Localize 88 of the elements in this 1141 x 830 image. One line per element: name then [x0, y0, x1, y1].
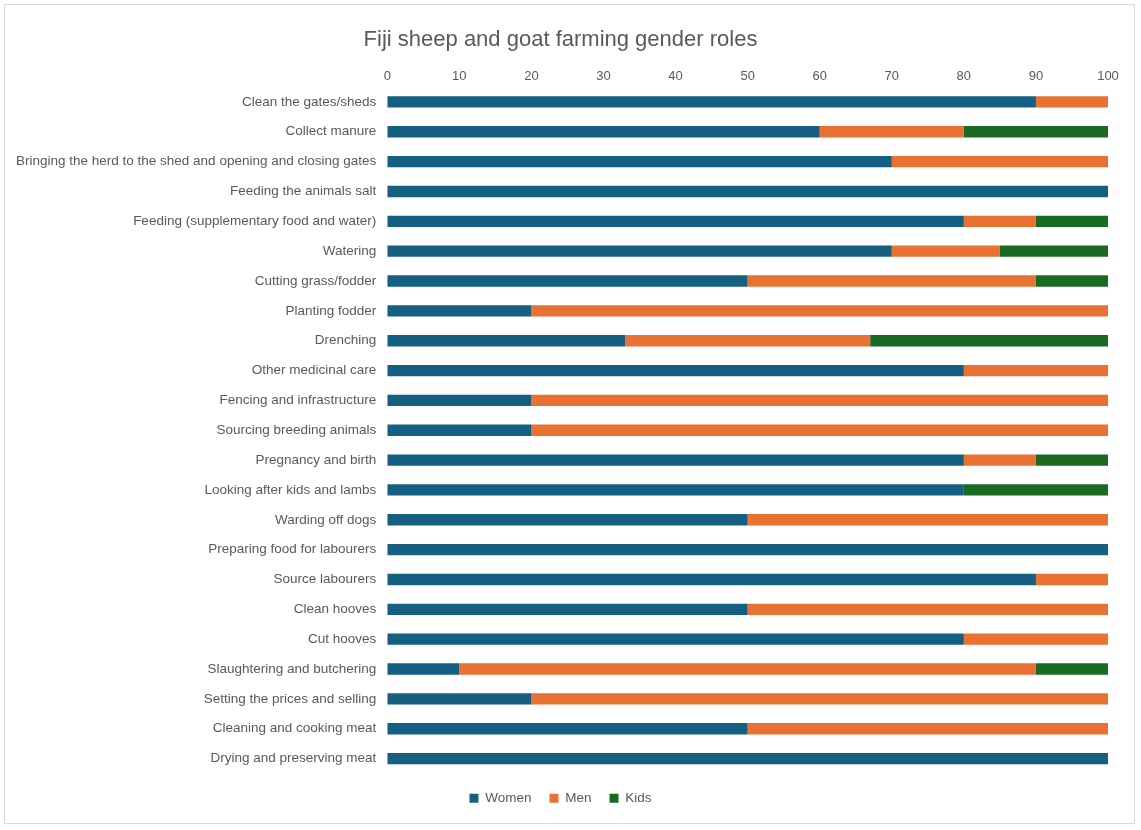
bar — [963, 633, 1108, 645]
bar — [387, 215, 964, 227]
y-tick-label: Source labourers — [273, 571, 377, 587]
y-tick-label: Planting fodder — [285, 302, 377, 318]
y-tick-label: Feeding (supplementary food and water) — [133, 213, 377, 229]
bar — [963, 454, 1036, 466]
bar — [387, 245, 892, 257]
bar — [387, 96, 1036, 108]
bar — [387, 126, 820, 138]
bar — [387, 573, 1036, 586]
x-tick-label: 60 — [812, 67, 827, 83]
bar — [747, 275, 1036, 287]
bar — [531, 305, 1108, 317]
y-tick-label: Feeding the animals salt — [229, 183, 377, 199]
legend-label: Women — [485, 789, 532, 805]
y-tick-label: Bringing the herd to the shed and opening and closing gates — [15, 153, 377, 169]
bar — [531, 394, 1108, 407]
x-tick-label: 40 — [668, 67, 683, 83]
y-tick-label: Cut hooves — [307, 630, 377, 646]
bar — [387, 484, 964, 496]
bar — [963, 484, 1108, 496]
bar — [963, 364, 1108, 377]
bar — [891, 245, 1000, 257]
bar — [747, 514, 1108, 526]
bar — [387, 633, 964, 645]
bar — [1035, 215, 1108, 227]
legend-label: Kids — [625, 789, 652, 805]
bar — [387, 275, 748, 287]
bar — [625, 335, 871, 347]
bar — [963, 126, 1108, 138]
y-tick-label: Slaughtering and butchering — [207, 660, 377, 676]
bar — [387, 603, 748, 616]
bar — [387, 514, 748, 526]
bar — [387, 454, 964, 466]
y-tick-label: Preparing food for labourers — [208, 541, 377, 557]
y-tick-label: Clean hooves — [293, 601, 377, 617]
bar — [531, 693, 1108, 705]
x-tick-label: 0 — [383, 67, 391, 83]
y-tick-label: Clean the gates/sheds — [241, 93, 377, 109]
legend-label: Men — [565, 789, 592, 805]
y-tick-label: Fencing and infrastructure — [219, 392, 377, 408]
y-tick-label: Looking after kids and lambs — [204, 481, 377, 497]
bar — [819, 126, 964, 138]
y-tick-label: Collect manure — [285, 123, 377, 139]
bar — [387, 394, 532, 407]
bar — [963, 215, 1036, 227]
bar — [1035, 663, 1108, 675]
bar — [387, 185, 1108, 198]
bar — [459, 663, 1036, 675]
bar — [891, 155, 1108, 168]
x-tick-label: 10 — [452, 67, 467, 83]
bar — [531, 424, 1108, 436]
x-tick-label: 100 — [1097, 67, 1119, 83]
bar — [1035, 573, 1108, 586]
bar — [387, 364, 964, 377]
y-tick-label: Setting the prices and selling — [203, 690, 377, 706]
x-tick-label: 70 — [884, 67, 900, 83]
chart-title: Fiji sheep and goat farming gender roles — [363, 26, 758, 52]
y-tick-label: Cleaning and cooking meat — [212, 720, 377, 736]
x-tick-label: 80 — [956, 67, 972, 83]
bar — [387, 723, 748, 735]
bar — [747, 603, 1108, 616]
bar — [387, 752, 1108, 765]
bar — [387, 424, 532, 436]
y-tick-label: Warding off dogs — [274, 511, 377, 527]
bar — [1035, 96, 1108, 108]
y-tick-label: Pregnancy and birth — [255, 451, 377, 467]
y-tick-label: Other medicinal care — [251, 362, 377, 378]
x-tick-label: 90 — [1028, 67, 1044, 83]
bar — [387, 693, 532, 705]
x-tick-label: 50 — [740, 67, 755, 83]
y-tick-label: Cutting grass/fodder — [254, 272, 377, 288]
x-tick-label: 20 — [524, 67, 539, 83]
y-tick-label: Drying and preserving meat — [210, 750, 377, 766]
bar — [387, 543, 1108, 556]
bar — [387, 155, 892, 168]
y-tick-label: Sourcing breeding animals — [216, 421, 377, 437]
bar — [1035, 454, 1108, 466]
bar — [1035, 275, 1108, 287]
bar — [999, 245, 1108, 257]
bar — [387, 335, 626, 347]
bar — [747, 723, 1108, 735]
y-tick-label: Drenching — [314, 332, 377, 348]
bar — [387, 305, 532, 317]
y-tick-label: Watering — [322, 242, 377, 258]
bar — [870, 335, 1108, 347]
x-tick-label: 30 — [596, 67, 611, 83]
bar — [387, 663, 460, 675]
